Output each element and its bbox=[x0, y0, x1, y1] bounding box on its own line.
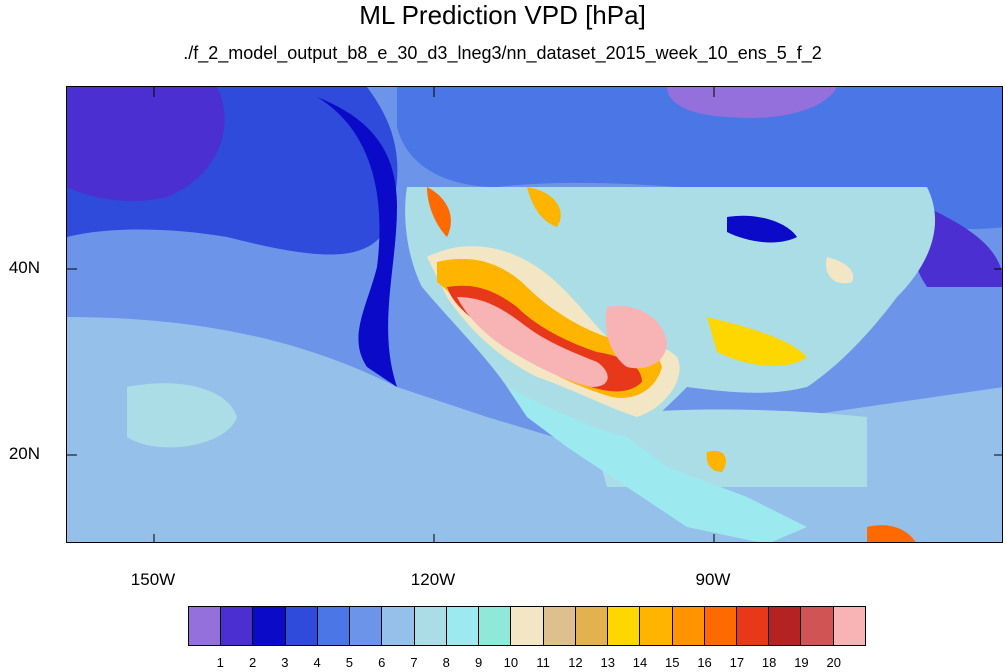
colorbar-swatch bbox=[382, 607, 415, 645]
colorbar-swatch bbox=[801, 607, 834, 645]
colorbar-swatch bbox=[317, 607, 351, 645]
colorbar-swatch bbox=[350, 607, 383, 645]
colorbar-tick-label: 13 bbox=[600, 655, 615, 670]
colorbar-swatch bbox=[253, 607, 286, 645]
plains-hotspot bbox=[605, 306, 667, 369]
colorbar bbox=[188, 606, 866, 646]
colorbar-swatch bbox=[511, 607, 544, 645]
colorbar-tick-label: 4 bbox=[313, 655, 321, 670]
lat-label-20n: 20N bbox=[8, 444, 40, 463]
colorbar-swatch bbox=[189, 607, 222, 645]
axis-ticks bbox=[67, 87, 1002, 542]
lon-label-90w: 90W bbox=[695, 570, 731, 589]
pacific-core bbox=[67, 87, 225, 202]
colorbar-swatch bbox=[446, 607, 480, 645]
colorbar-labels: 1 2 3 4 5 6 7 8 9 10 11 12 13 14 15 16 17 18 19 20 bbox=[188, 655, 866, 670]
northwest-patch bbox=[427, 187, 451, 237]
southeast-band bbox=[707, 317, 807, 367]
colorbar-tick-label: 11 bbox=[536, 655, 550, 670]
great-lakes bbox=[727, 215, 797, 243]
colorbar-swatch bbox=[833, 607, 865, 645]
colorbar-swatch bbox=[640, 607, 673, 645]
colorbar-swatch bbox=[769, 607, 802, 645]
hawaii-region bbox=[127, 383, 237, 448]
rockies-patch bbox=[527, 187, 561, 227]
colorbar-tick-label: 7 bbox=[410, 655, 418, 670]
south-america-edge bbox=[867, 525, 916, 542]
yucatan-patch bbox=[706, 450, 727, 472]
vpd-map bbox=[67, 87, 1002, 542]
coastal-band bbox=[317, 97, 397, 387]
colorbar-swatch bbox=[285, 607, 318, 645]
colorbar-swatch bbox=[414, 607, 447, 645]
colorbar-tick-label: 5 bbox=[345, 655, 354, 670]
colorbar-tick-label: 19 bbox=[794, 655, 809, 670]
map-title: ML Prediction VPD [hPa] bbox=[359, 0, 646, 30]
dry-region-peak bbox=[457, 297, 608, 387]
colorbar-tick-label: 6 bbox=[378, 655, 386, 670]
colorbar-tick-label: 8 bbox=[442, 655, 450, 670]
colorbar-swatch bbox=[704, 607, 737, 645]
colorbar-swatch bbox=[543, 607, 576, 645]
colorbar-swatch bbox=[221, 607, 254, 645]
colorbar-tick-label: 2 bbox=[248, 655, 257, 670]
colorbar-tick-label: 20 bbox=[826, 655, 841, 670]
colorbar-tick-label: 17 bbox=[729, 655, 745, 670]
colorbar-swatch bbox=[736, 607, 770, 645]
colorbar-tick-label: 1 bbox=[216, 655, 224, 670]
colorbar-tick-label: 18 bbox=[761, 655, 777, 670]
lat-label-40n: 40N bbox=[8, 258, 40, 277]
colorbar-swatch bbox=[672, 607, 705, 645]
mexico-land bbox=[507, 387, 807, 542]
map-panel bbox=[66, 86, 1003, 543]
colorbar-tick-label: 14 bbox=[632, 655, 648, 670]
east-coast-patch bbox=[826, 257, 854, 284]
colorbar-swatch bbox=[608, 607, 641, 645]
colorbar-swatch bbox=[575, 607, 609, 645]
colorbar-tick-label: 3 bbox=[281, 655, 289, 670]
greenland-high bbox=[667, 87, 837, 118]
map-subtitle: ./f_2_model_output_b8_e_30_d3_lneg3/nn_d… bbox=[183, 43, 822, 63]
colorbar-tick-label: 15 bbox=[665, 655, 680, 670]
colorbar-swatch bbox=[479, 607, 512, 645]
colorbar-tick-label: 9 bbox=[474, 655, 483, 670]
colorbar-tick-label: 10 bbox=[503, 655, 519, 670]
colorbar-tick-label: 12 bbox=[568, 655, 583, 670]
lon-label-150w: 150W bbox=[130, 570, 176, 589]
lon-label-120w: 120W bbox=[410, 570, 456, 589]
colorbar-tick-label: 16 bbox=[697, 655, 712, 670]
